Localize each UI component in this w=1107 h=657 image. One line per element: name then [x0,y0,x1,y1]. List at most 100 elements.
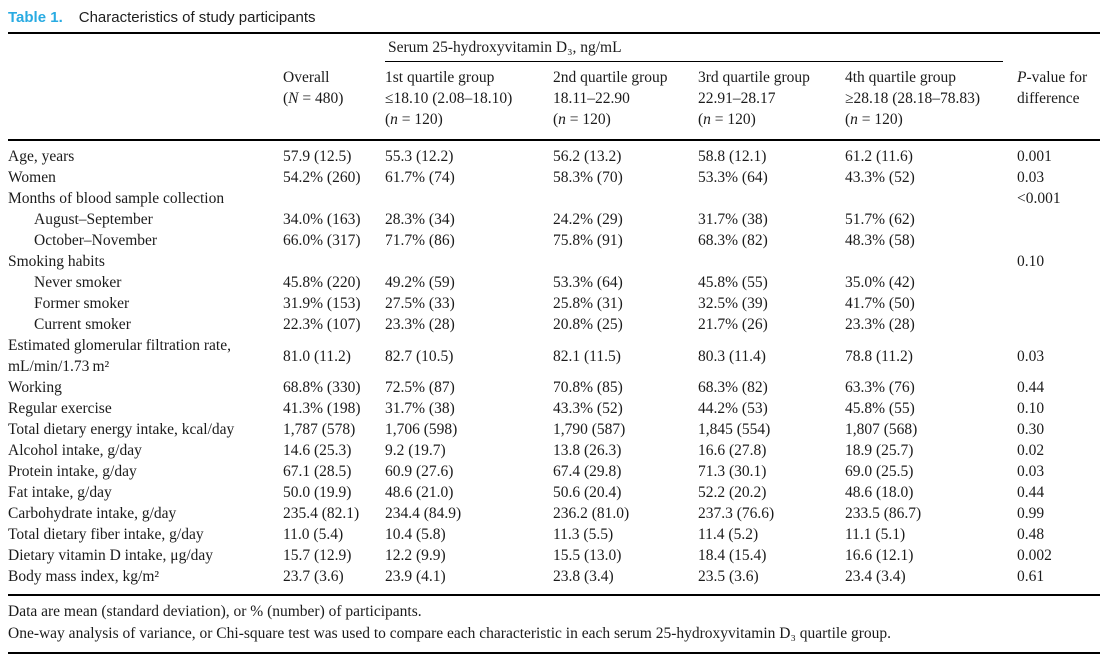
cell-value: 16.6 (12.1) [845,547,914,564]
table-number-label: Table 1. [8,9,63,26]
cell-value: 1,845 (554) [698,421,771,438]
col-header-line: 4th quartile group [845,69,957,86]
cell-value [698,251,845,272]
cell-value: 67.1 (28.5) [283,463,352,480]
col-header-line: (n = 120) [385,111,443,128]
cell-value: 27.5% (33) [385,295,455,312]
table-row: Total dietary fiber intake, g/day 11.0 (5… [8,524,1100,545]
row-label: Estimated glomerular filtration rate, mL… [8,337,231,375]
cell-value: 23.7 (3.6) [283,568,344,585]
col-header-line: P-value for [1017,69,1088,86]
cell-value: 0.48 [1017,526,1045,543]
cell-value [553,251,698,272]
cell-value: 82.7 (10.5) [385,347,454,365]
cell-value: 11.3 (5.5) [553,526,614,543]
cell-value: 12.2 (9.9) [385,547,446,564]
cell-value: 45.8% (55) [698,274,768,291]
cell-value: 20.8% (25) [553,316,623,333]
cell-value: 45.8% (220) [283,274,361,291]
row-label: Alcohol intake, g/day [8,442,142,459]
table-row: Alcohol intake, g/day 14.6 (25.3) 9.2 (19.… [8,440,1100,461]
cell-value [845,188,1017,209]
cell-value: 0.10 [1017,253,1045,270]
table-row: Smoking habits 0.10 [8,251,1100,272]
cell-value: 31.7% (38) [385,400,455,417]
table-row: Current smoker 22.3% (107) 23.3% (28) 20.8%… [8,314,1100,335]
row-label: Current smoker [34,316,131,333]
row-label: Regular exercise [8,400,112,417]
cell-value: 63.3% (76) [845,379,915,396]
cell-value: 58.8 (12.1) [698,148,767,165]
cell-value: 1,807 (568) [845,421,918,438]
table-row: October–November 66.0% (317) 71.7% (86) 75.… [8,230,1100,251]
cell-value: 67.4 (29.8) [553,463,622,480]
cell-value: 60.9 (27.6) [385,463,454,480]
col-header-line: (n = 120) [845,111,903,128]
cell-value: 48.6 (21.0) [385,484,454,501]
spanner-spacer-right [1017,33,1100,62]
cell-value: 56.2 (13.2) [553,148,622,165]
cell-value: 9.2 (19.7) [385,442,446,459]
col-header-pvalue: P-value for difference [1017,62,1101,141]
col-header-line: ≥28.18 (28.18–78.83) [845,90,981,107]
cell-value [1017,209,1100,230]
cell-value [1017,293,1100,314]
cell-value: 68.3% (82) [698,379,768,396]
table-row: Fat intake, g/day 50.0 (19.9) 48.6 (21.0) 5… [8,482,1100,503]
cell-value: 10.4 (5.8) [385,526,446,543]
cell-value: 18.9 (25.7) [845,442,914,459]
cell-value: 236.2 (81.0) [553,505,630,522]
cell-value [283,188,385,209]
cell-value: 23.3% (28) [385,316,455,333]
cell-value: 50.6 (20.4) [553,484,622,501]
cell-value: 43.3% (52) [845,169,915,186]
col-header-quartile-4: 4th quartile group ≥28.18 (28.18–78.83) (n… [845,62,1018,141]
cell-value: 54.2% (260) [283,169,361,186]
cell-value: <0.001 [1017,190,1061,207]
cell-value: 233.5 (86.7) [845,505,922,522]
table-caption: Table 1. Characteristics of study partici… [8,0,1100,32]
table-row: Body mass index, kg/m² 23.7 (3.6) 23.9 (4.… [8,566,1100,595]
col-header-line: (n = 120) [698,111,756,128]
cell-value: 82.1 (11.5) [553,347,621,365]
serum-spanner-heading: Serum 25-hydroxyvitamin D₃, ng/mL [385,39,1004,62]
row-label: Working [8,379,62,396]
table-row: Estimated glomerular filtration rate, mL… [8,335,1100,377]
col-header-overall: Overall (N = 480) [283,62,385,141]
cell-value [1017,230,1100,251]
cell-value: 61.2 (11.6) [845,148,913,165]
cell-value: 43.3% (52) [553,400,623,417]
cell-value: 23.8 (3.4) [553,568,614,585]
cell-value: 16.6 (27.8) [698,442,767,459]
cell-value: 14.6 (25.3) [283,442,352,459]
col-header-line: 22.91–28.17 [698,90,776,107]
cell-value: 237.3 (76.6) [698,505,775,522]
cell-value: 1,787 (578) [283,421,356,438]
col-header-line: 18.11–22.90 [553,90,630,107]
row-label: August–September [34,211,153,228]
cell-value [385,251,553,272]
cell-value: 0.44 [1017,484,1045,501]
row-label: Body mass index, kg/m² [8,568,160,585]
cell-value: 32.5% (39) [698,295,768,312]
cell-value: 61.7% (74) [385,169,455,186]
cell-value: 0.001 [1017,148,1052,165]
cell-value: 53.3% (64) [698,169,768,186]
cell-value: 15.7 (12.9) [283,547,352,564]
cell-value [845,251,1017,272]
row-label: Smoking habits [8,253,105,270]
row-label: Protein intake, g/day [8,463,137,480]
cell-value: 58.3% (70) [553,169,623,186]
col-header-line: ≤18.10 (2.08–18.10) [385,90,513,107]
cell-value: 48.3% (58) [845,232,915,249]
row-label: Carbohydrate intake, g/day [8,505,177,522]
table-row: Never smoker 45.8% (220) 49.2% (59) 53.3% (… [8,272,1100,293]
col-header-line: 1st quartile group [385,69,495,86]
col-header-quartile-1: 1st quartile group ≤18.10 (2.08–18.10) (n … [385,62,553,141]
table-row: Women 54.2% (260) 61.7% (74) 58.3% (70) 53.3… [8,167,1100,188]
cell-value: 0.30 [1017,421,1045,438]
table-row: Protein intake, g/day 67.1 (28.5) 60.9 (27… [8,461,1100,482]
col-header-line: difference [1017,90,1080,107]
cell-value: 68.3% (82) [698,232,768,249]
cell-value: 35.0% (42) [845,274,915,291]
